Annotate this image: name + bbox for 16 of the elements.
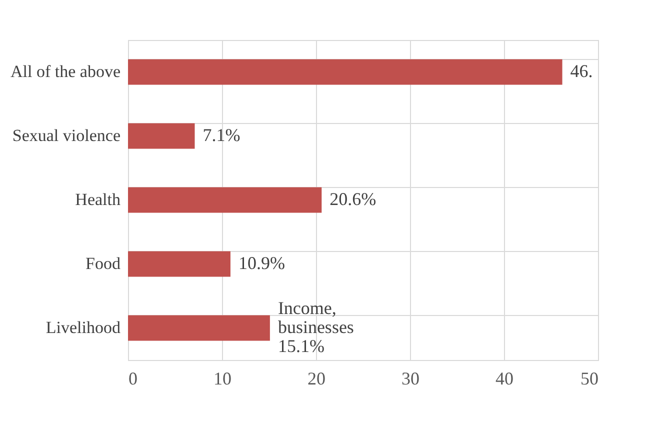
data-label: 7.1%	[202, 125, 240, 145]
data-label: Income, businesses 15.1%	[278, 298, 354, 356]
x-tick-label: 40	[496, 368, 514, 388]
x-tick-label: 10	[214, 368, 232, 388]
x-tick-label: 20	[308, 368, 326, 388]
x-tick-label: 50	[580, 368, 598, 388]
x-tick-label: 0	[128, 368, 138, 388]
y-tick-label: Health	[75, 190, 121, 209]
data-label: 10.9%	[238, 253, 285, 273]
y-tick-label: Food	[86, 254, 121, 273]
data-label: 46.	[570, 61, 593, 81]
y-tick-label: Livelihood	[46, 318, 121, 337]
y-tick-label: All of the above	[10, 62, 120, 81]
data-label: 20.6%	[330, 189, 376, 209]
x-tick-label: 30	[402, 368, 420, 388]
y-tick-label: Sexual violence	[12, 126, 120, 145]
